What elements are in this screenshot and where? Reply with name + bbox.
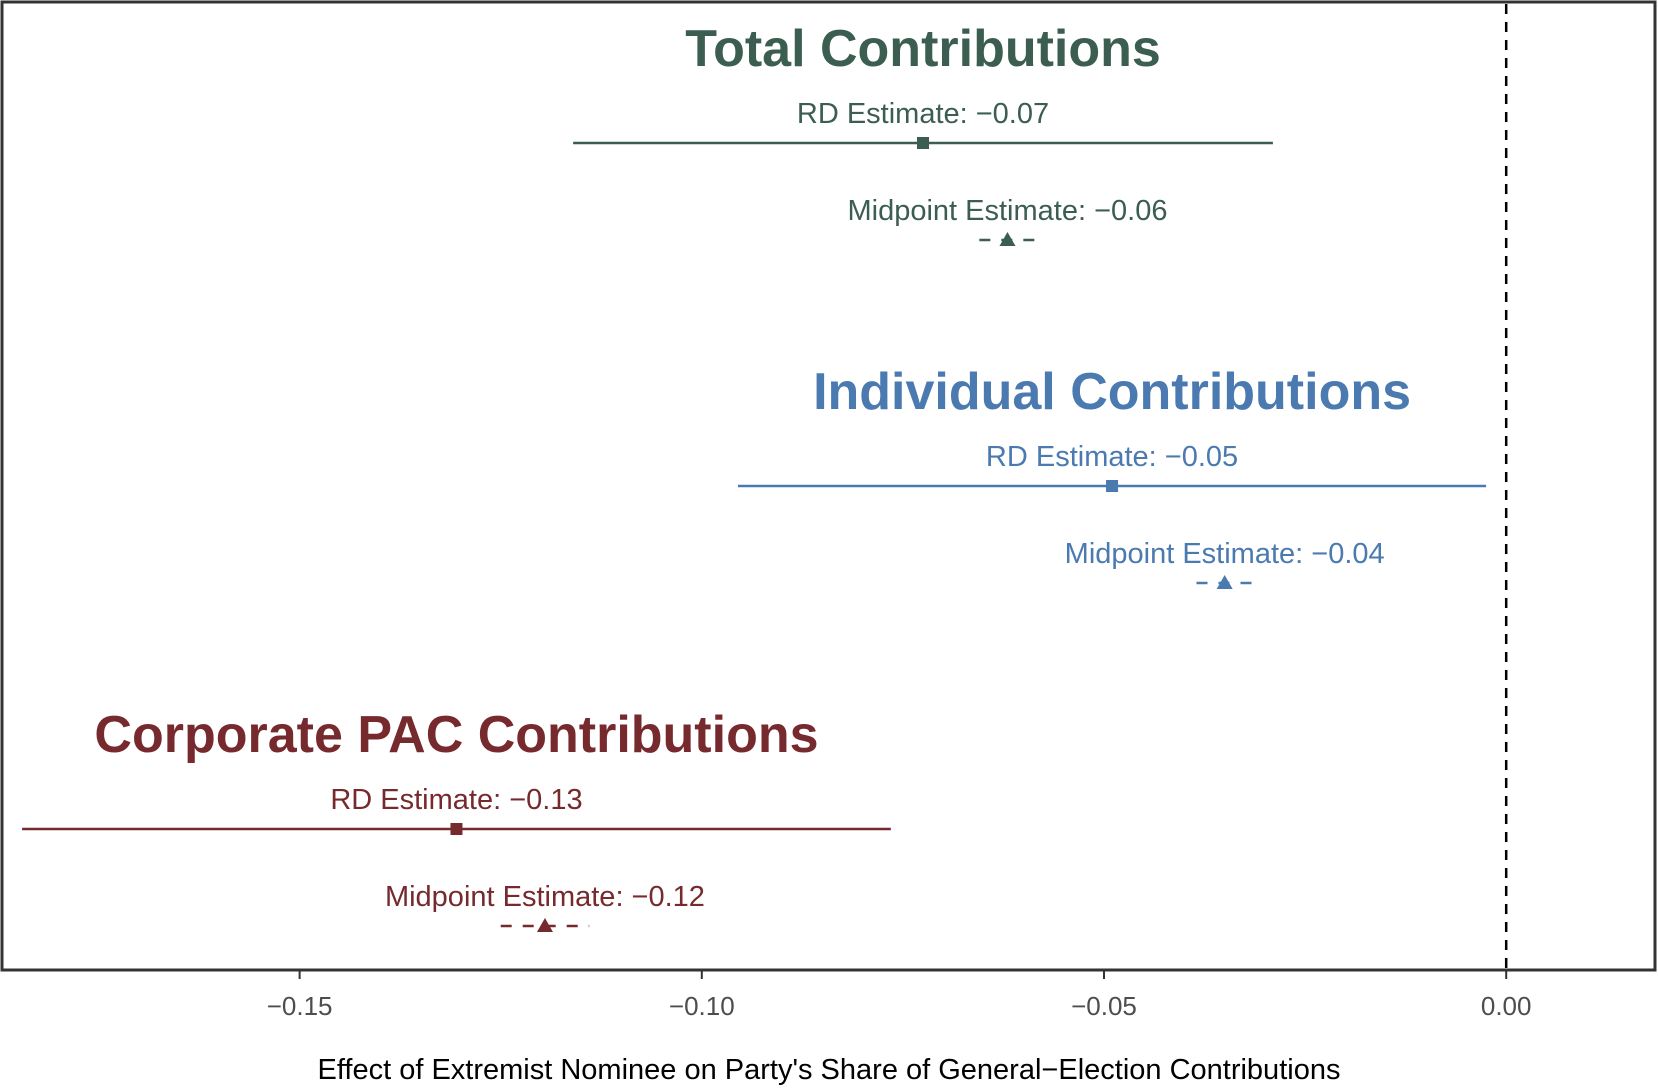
estimate-label: Midpoint Estimate: −0.04 <box>1065 538 1385 570</box>
x-tick-label: −0.10 <box>669 991 735 1021</box>
estimate-group: Corporate PAC Contributions RD Estimate: … <box>22 706 891 932</box>
x-tick-label: 0.00 <box>1481 991 1532 1021</box>
estimate-label: Midpoint Estimate: −0.06 <box>847 195 1167 227</box>
estimate-groups: Total Contributions RD Estimate: −0.07 Mid… <box>22 20 1487 932</box>
x-tick-label: −0.15 <box>267 991 333 1021</box>
x-axis: −0.15 −0.10 −0.05 0.00 <box>267 970 1532 1021</box>
x-axis-title: Effect of Extremist Nominee on Party's S… <box>318 1054 1341 1086</box>
estimate-label: RD Estimate: −0.07 <box>797 98 1049 130</box>
estimate-label: Midpoint Estimate: −0.12 <box>385 881 705 913</box>
point-estimate-triangle <box>536 918 553 932</box>
x-tick-label: −0.05 <box>1071 991 1137 1021</box>
group-title: Total Contributions <box>685 20 1161 78</box>
estimate-group: Total Contributions RD Estimate: −0.07 Mid… <box>573 20 1273 246</box>
point-estimate-triangle <box>999 232 1016 246</box>
group-title: Corporate PAC Contributions <box>94 706 818 764</box>
point-estimate-square <box>917 137 930 149</box>
estimate-label: RD Estimate: −0.05 <box>986 441 1238 473</box>
point-estimate-triangle <box>1216 575 1233 589</box>
point-estimate-square <box>1106 480 1119 492</box>
point-estimate-square <box>450 823 463 835</box>
estimate-group: Individual Contributions RD Estimate: −0.… <box>738 363 1487 589</box>
group-title: Individual Contributions <box>813 363 1411 421</box>
estimate-label: RD Estimate: −0.13 <box>330 784 582 816</box>
